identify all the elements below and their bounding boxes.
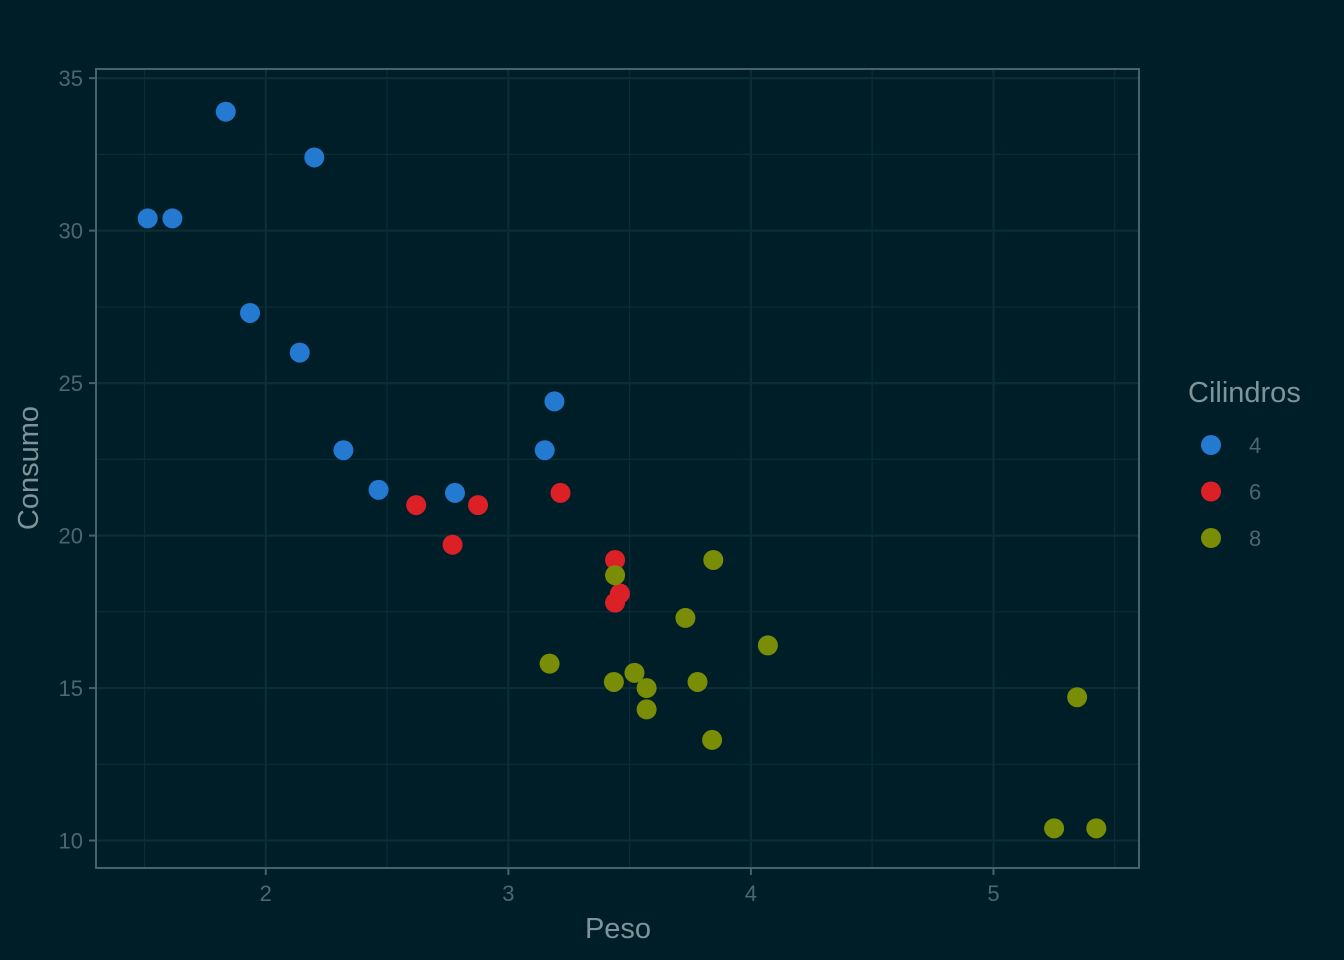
panel-border (95, 68, 1140, 869)
y-tick-label: 10 (59, 829, 83, 854)
data-point-cyl-4 (289, 342, 310, 363)
data-point-cyl-8 (675, 607, 696, 628)
data-point-cyl-4 (444, 482, 465, 503)
data-points (137, 101, 1107, 839)
data-point-cyl-4 (215, 101, 236, 122)
data-point-cyl-4 (534, 440, 555, 461)
legend-key-8 (1201, 528, 1221, 548)
data-point-cyl-8 (603, 671, 624, 692)
x-tick-label: 5 (987, 881, 999, 906)
x-tick-label: 3 (502, 881, 514, 906)
x-tick-label: 4 (745, 881, 757, 906)
data-point-cyl-4 (544, 391, 565, 412)
legend: Cilindros 4 6 8 (1188, 377, 1301, 551)
data-point-cyl-8 (1086, 818, 1107, 839)
x-tick-label: 2 (260, 881, 272, 906)
data-point-cyl-6 (609, 583, 630, 604)
data-point-cyl-4 (333, 440, 354, 461)
y-tick-label: 30 (59, 219, 83, 244)
legend-label-6: 6 (1249, 480, 1261, 505)
data-point-cyl-6 (406, 495, 427, 516)
x-axis-title: Peso (585, 913, 651, 945)
data-point-cyl-8 (539, 653, 560, 674)
legend-label-8: 8 (1249, 526, 1261, 551)
grid-major (96, 69, 1139, 868)
data-point-cyl-8 (1044, 818, 1065, 839)
data-point-cyl-8 (1067, 687, 1088, 708)
y-axis-title: Consumo (13, 406, 45, 530)
data-point-cyl-6 (468, 495, 489, 516)
grid-minor (96, 69, 1139, 868)
y-tick-label: 15 (59, 676, 83, 701)
data-point-cyl-6 (442, 534, 463, 555)
data-point-cyl-8 (687, 671, 708, 692)
data-point-cyl-6 (550, 482, 571, 503)
data-point-cyl-8 (636, 699, 657, 720)
legend-key-6 (1201, 481, 1221, 502)
data-point-cyl-4 (137, 208, 158, 229)
y-tick-label: 25 (59, 371, 83, 396)
data-point-cyl-4 (368, 479, 389, 500)
data-point-cyl-4 (240, 302, 261, 323)
legend-label-4: 4 (1249, 433, 1261, 458)
data-point-cyl-8 (624, 662, 645, 683)
data-point-cyl-8 (757, 635, 778, 656)
data-point-cyl-4 (162, 208, 183, 229)
x-axis: 2 3 4 5 (260, 868, 1000, 906)
data-point-cyl-4 (304, 147, 325, 168)
y-tick-label: 20 (59, 524, 83, 549)
data-point-cyl-8 (636, 678, 657, 699)
data-point-cyl-8 (702, 729, 723, 750)
y-tick-label: 35 (59, 66, 83, 91)
y-axis: 10 15 20 25 30 35 (59, 66, 96, 854)
data-point-cyl-8 (605, 565, 626, 586)
data-point-cyl-8 (703, 549, 724, 570)
legend-key-4 (1201, 435, 1221, 455)
legend-title: Cilindros (1188, 377, 1301, 409)
data-point-cyl-6 (605, 549, 626, 570)
